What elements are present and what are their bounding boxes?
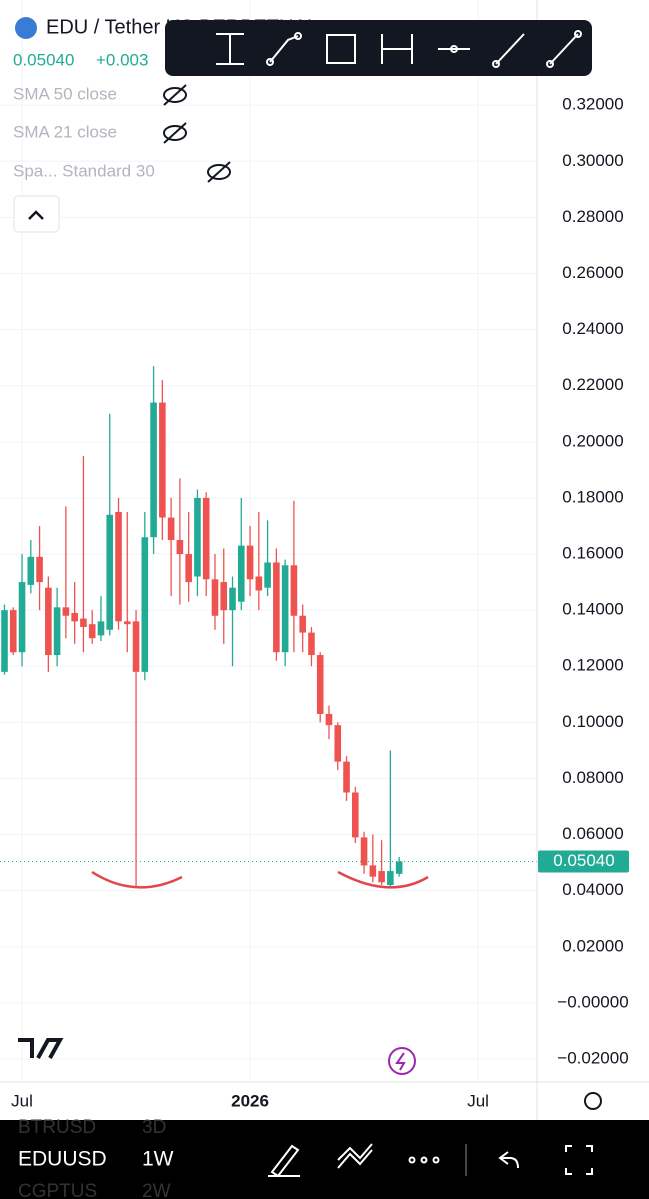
tv-logo xyxy=(18,1038,64,1059)
candle-body xyxy=(378,871,385,883)
candle-body xyxy=(202,497,210,580)
candle-body xyxy=(299,615,306,633)
candle-body xyxy=(123,621,131,625)
last-price: 0.05040 xyxy=(13,50,74,69)
drawing-toolbar xyxy=(165,20,592,76)
indicator[interactable]: SMA 50 close xyxy=(13,84,117,103)
y-tick-label: 0.26000 xyxy=(562,263,623,282)
candle-body xyxy=(36,556,43,583)
y-tick-label: 0.04000 xyxy=(562,880,623,899)
y-tick-label: 0.30000 xyxy=(562,151,623,170)
candle-body xyxy=(185,554,192,583)
interval[interactable]: 1W xyxy=(142,1148,174,1171)
candle-body xyxy=(246,545,254,580)
candle-body xyxy=(80,618,87,627)
indicator[interactable]: Spa... Standard 30 xyxy=(13,161,155,180)
y-tick-label: 0.28000 xyxy=(562,207,623,226)
drawing-curve xyxy=(337,870,429,889)
candle-body xyxy=(395,861,403,874)
y-tick-label: 0.22000 xyxy=(562,375,623,394)
candle-body xyxy=(264,562,271,588)
candle-body xyxy=(71,612,78,622)
candle-body xyxy=(316,655,324,714)
candle-body xyxy=(106,514,114,630)
y-tick-label: 0.02000 xyxy=(562,936,623,955)
candle-body xyxy=(53,607,61,656)
candle-body xyxy=(159,402,166,518)
toolbar-icons[interactable] xyxy=(216,30,582,68)
y-tick-label: 0.24000 xyxy=(562,319,623,338)
candle-body xyxy=(45,587,52,656)
candle-body xyxy=(220,582,228,611)
candle-body xyxy=(150,402,157,538)
chevron-icon xyxy=(28,210,44,220)
candle-body xyxy=(308,632,315,656)
candle-body xyxy=(387,871,394,886)
bottom-icons[interactable] xyxy=(268,1143,593,1178)
y-tick-label: 0.32000 xyxy=(562,95,623,114)
settings-icon[interactable] xyxy=(584,1092,602,1110)
y-tick-label: 0.16000 xyxy=(562,544,623,563)
y-tick-label: 0.14000 xyxy=(562,600,623,619)
candle-body xyxy=(88,624,96,639)
symbol-logo xyxy=(15,17,37,39)
symbol-tab[interactable]: CGPTUS xyxy=(18,1181,97,1199)
candle-body xyxy=(211,579,219,616)
y-tick-label: −0.00000 xyxy=(557,992,628,1011)
lightning-bolt xyxy=(395,1052,406,1071)
candle-body xyxy=(194,497,201,577)
candle-body xyxy=(281,565,289,653)
candle-body xyxy=(27,556,35,585)
y-tick-label: 0.18000 xyxy=(562,487,623,506)
candle-body xyxy=(369,865,377,877)
candle-body xyxy=(352,792,359,838)
candle-body xyxy=(273,562,280,653)
x-tick-label: Jul xyxy=(467,1091,489,1110)
symbol-tab[interactable]: EDUUSD xyxy=(18,1148,107,1171)
price-change: +0.003 xyxy=(96,50,148,69)
candle-body xyxy=(325,713,333,726)
candle-body xyxy=(18,582,26,653)
candle-body xyxy=(132,621,140,672)
interval[interactable]: 2W xyxy=(142,1181,171,1199)
candle-body xyxy=(1,610,8,672)
indicator[interactable]: SMA 21 close xyxy=(13,122,117,141)
hidden-icons xyxy=(163,84,231,183)
y-tick-label: 0.12000 xyxy=(562,656,623,675)
last-price-box xyxy=(538,850,629,873)
candle-body xyxy=(167,517,175,541)
candle-body xyxy=(176,540,184,555)
x-tick-label: Jul xyxy=(11,1091,33,1110)
bottom-bar xyxy=(0,1120,649,1199)
y-tick-label: 0.08000 xyxy=(562,768,623,787)
y-tick-label: 0.20000 xyxy=(562,431,623,450)
x-tick-label: 2026 xyxy=(231,1091,269,1110)
candle-body xyxy=(334,725,342,762)
candle-body xyxy=(343,761,350,793)
y-tick-label: 0.06000 xyxy=(562,824,623,843)
y-tick-label: 0.10000 xyxy=(562,712,623,731)
symbol-tab[interactable]: BTRUSD xyxy=(18,1117,96,1138)
interval[interactable]: 3D xyxy=(142,1117,166,1138)
candle-body xyxy=(115,511,122,622)
candle-body xyxy=(290,565,298,616)
candle-body xyxy=(255,576,263,591)
candle-body xyxy=(9,610,17,653)
candle-body xyxy=(237,545,245,602)
drawing-curve xyxy=(91,870,183,889)
candle-body xyxy=(62,607,70,616)
y-tick-label: −0.02000 xyxy=(557,1048,628,1067)
candle-body xyxy=(141,537,149,672)
last-price-label: 0.05040 xyxy=(553,851,614,870)
candle-body xyxy=(360,837,368,866)
candle-body xyxy=(97,621,105,636)
candle-body xyxy=(229,587,236,611)
lightning-icon[interactable] xyxy=(388,1047,416,1075)
